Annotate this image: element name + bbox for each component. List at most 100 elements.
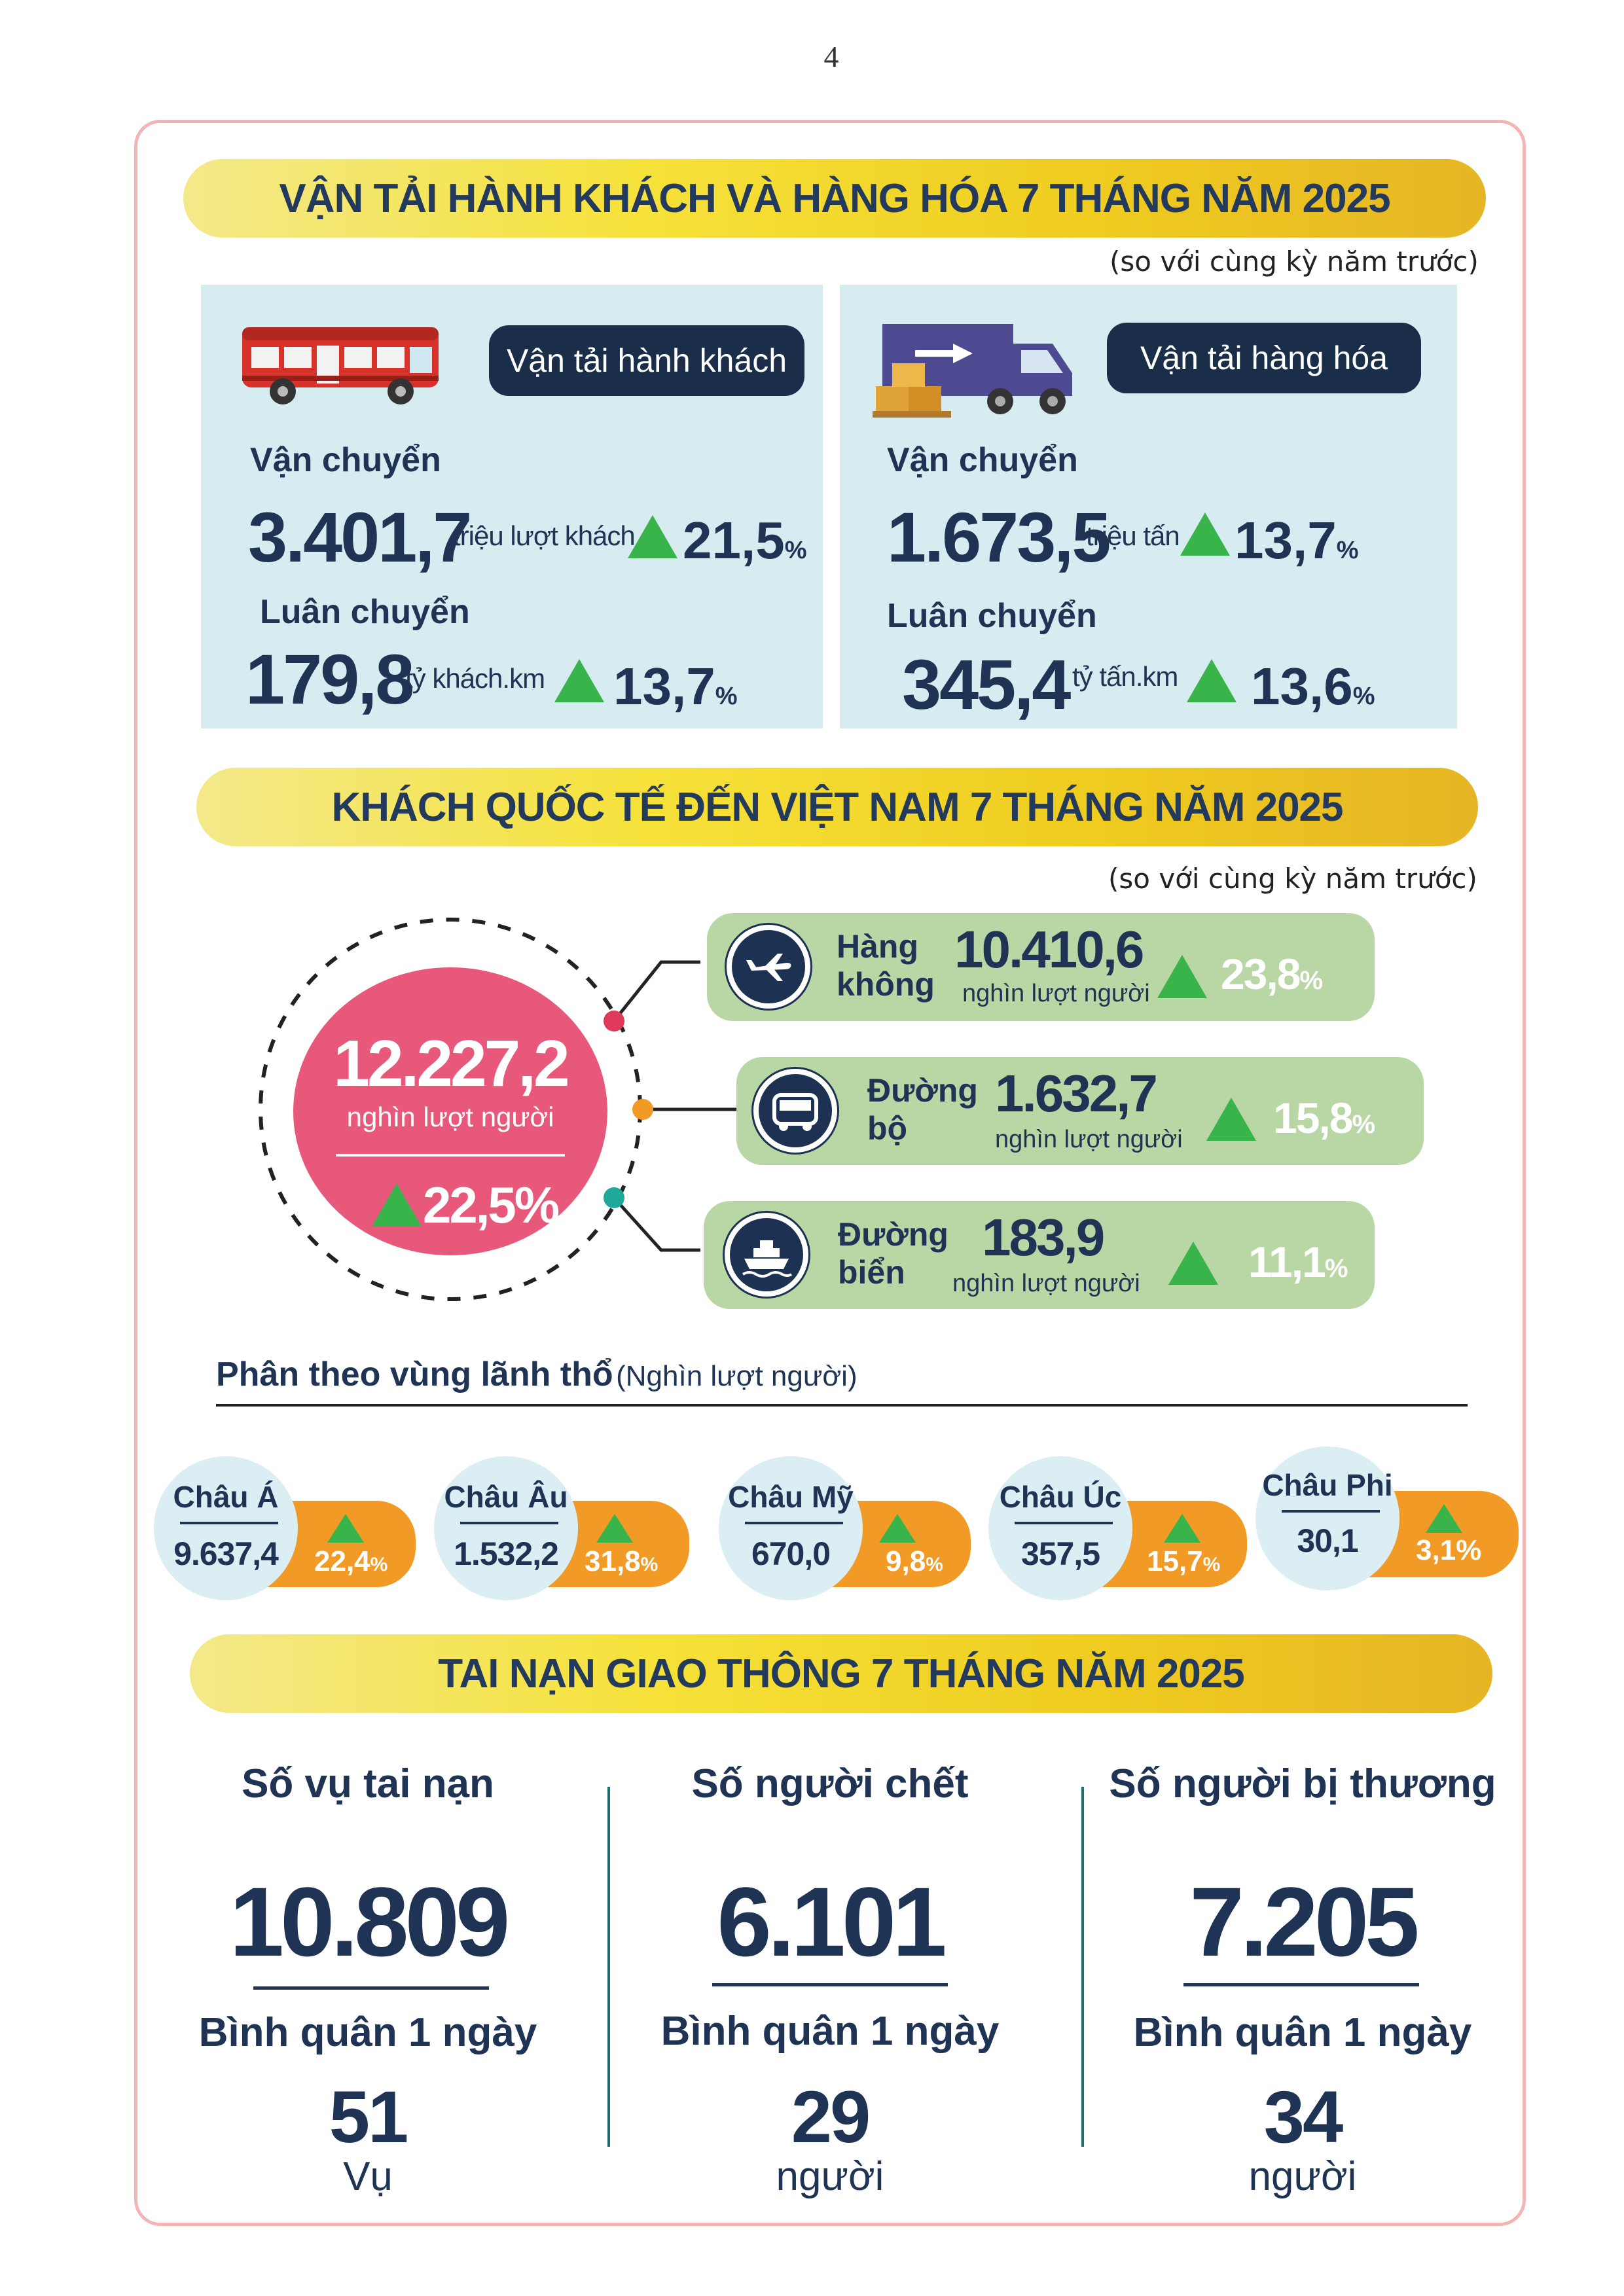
region-divider: [1015, 1522, 1113, 1524]
road-mode-value: 1.632,7: [995, 1064, 1158, 1122]
region-pct: 3,1%: [1416, 1534, 1482, 1566]
region-pct: 22,4%: [314, 1545, 388, 1577]
accident-avg-unit: người: [1248, 2154, 1357, 2199]
visitors-banner: KHÁCH QUỐC TẾ ĐẾN VIỆT NAM 7 THÁNG NĂM 2…: [196, 768, 1478, 846]
road-mode-up-icon: [1206, 1098, 1256, 1141]
transport-comparison-note: (so với cùng kỳ năm trước): [1110, 245, 1479, 278]
region-item: 31,8% Châu Âu 1.532,2: [434, 1450, 696, 1607]
region-item: 22,4% Châu Á 9.637,4: [154, 1450, 416, 1607]
cargo-title: Vận tải hàng hóa: [1140, 340, 1388, 376]
air-mode-unit: nghìn lượt người: [962, 980, 1150, 1007]
region-value: 670,0: [751, 1535, 831, 1572]
region-value: 1.532,2: [454, 1535, 559, 1572]
region-value: 9.637,4: [173, 1535, 279, 1572]
accident-value: 7.205: [1189, 1867, 1419, 1977]
region-divider: [180, 1522, 278, 1524]
truck-icon: [869, 311, 1085, 432]
region-circle: Châu Á 9.637,4: [154, 1456, 298, 1600]
cargo-carry-up-icon: [1180, 512, 1230, 556]
cargo-rotate-label: Luân chuyển: [887, 597, 1097, 635]
road-mode-pct: 15,8%: [1273, 1094, 1375, 1142]
sea-mode-card: Đường biển 183,9 nghìn lượt người 11,1%: [704, 1201, 1375, 1309]
sea-mode-unit: nghìn lượt người: [952, 1270, 1140, 1297]
accident-title: Số người bị thương: [1109, 1761, 1496, 1806]
region-value: 30,1: [1297, 1522, 1358, 1559]
passenger-rotate-label: Luân chuyển: [260, 593, 470, 631]
air-mode-label: Hàng không: [837, 928, 935, 1003]
region-divider: [1282, 1510, 1380, 1513]
cargo-rotate-value: 345,4: [902, 645, 1071, 724]
road-mode-unit: nghìn lượt người: [995, 1126, 1183, 1153]
accidents-banner: TAI NẠN GIAO THÔNG 7 THÁNG NĂM 2025: [190, 1634, 1492, 1713]
cargo-carry-unit: triệu tấn: [1086, 520, 1180, 551]
accident-avg-label: Bình quân 1 ngày: [1133, 2010, 1472, 2055]
sea-mode-up-icon: [1168, 1242, 1218, 1285]
road-mode-card: Đường bộ 1.632,7 nghìn lượt người 15,8%: [736, 1057, 1424, 1165]
road-mode-label: Đường bộ: [867, 1072, 978, 1147]
cargo-carry-label: Vận chuyển: [887, 441, 1078, 479]
region-circle: Châu Âu 1.532,2: [434, 1456, 578, 1600]
region-up-icon: [879, 1514, 916, 1543]
page-frame: [134, 120, 1526, 2226]
air-mode-card: Hàng không 10.410,6 nghìn lượt người 23,8…: [707, 913, 1375, 1021]
air-mode-value: 10.410,6: [954, 920, 1144, 978]
accident-avg-label: Bình quân 1 ngày: [660, 2009, 1000, 2054]
bus-icon: [237, 321, 446, 416]
passenger-carry-label: Vận chuyển: [250, 441, 441, 479]
passenger-carry-pct: 21,5%: [683, 511, 807, 569]
visitors-connector-diagram: [259, 918, 740, 1301]
passenger-carry-value: 3.401,7: [248, 497, 472, 577]
region-item: 9,8% Châu Mỹ 670,0: [719, 1450, 981, 1607]
region-name: Châu Âu: [444, 1480, 568, 1514]
accidents-divider: [607, 1787, 610, 2147]
region-name: Châu Phi: [1262, 1468, 1393, 1502]
region-circle: Châu Mỹ 670,0: [719, 1456, 863, 1600]
region-pct: 9,8%: [886, 1545, 943, 1577]
airplane-icon: [727, 925, 810, 1009]
air-mode-pct: 23,8%: [1221, 950, 1323, 998]
accident-avg-value: 51: [329, 2076, 409, 2158]
passenger-carry-unit: triệu lượt khách: [453, 520, 636, 551]
accident-value-underline: [712, 1983, 948, 1986]
accident-avg-unit: Vụ: [343, 2154, 393, 2199]
accident-avg-value: 29: [791, 2076, 871, 2158]
accidents-divider: [1081, 1787, 1084, 2147]
accident-avg-value: 34: [1263, 2076, 1344, 2158]
accident-value-underline: [1183, 1983, 1419, 1986]
region-pct: 15,7%: [1147, 1545, 1221, 1577]
sea-mode-value: 183,9: [982, 1208, 1105, 1266]
cargo-panel: Vận tải hàng hóa Vận chuyển 1.673,5 triệ…: [840, 285, 1457, 728]
region-up-icon: [596, 1514, 633, 1543]
passenger-rotate-pct: 13,7%: [613, 657, 738, 715]
sea-mode-label: Đường biển: [838, 1216, 948, 1291]
region-name: Châu Úc: [999, 1480, 1122, 1514]
region-pct: 31,8%: [585, 1545, 659, 1577]
passenger-panel: Vận tải hành khách Vận chuyển 3.401,7 tr…: [201, 285, 823, 728]
accident-avg-unit: người: [776, 2154, 884, 2199]
accident-value-underline: [253, 1986, 489, 1990]
passenger-rotate-up-icon: [554, 659, 604, 702]
passenger-title-pill: Vận tải hành khách: [489, 325, 804, 396]
sea-mode-pct: 11,1%: [1248, 1238, 1348, 1286]
passenger-rotate-unit: tỷ khách.km: [405, 663, 545, 694]
passenger-rotate-value: 179,8: [245, 639, 414, 719]
air-mode-up-icon: [1157, 955, 1207, 998]
transport-banner: VẬN TẢI HÀNH KHÁCH VÀ HÀNG HÓA 7 THÁNG N…: [183, 159, 1486, 238]
region-item: 3,1% Châu Phi 30,1: [1255, 1440, 1530, 1597]
region-circle: Châu Úc 357,5: [988, 1456, 1132, 1600]
region-item: 15,7% Châu Úc 357,5: [988, 1450, 1250, 1607]
cargo-carry-pct: 13,7%: [1235, 511, 1359, 569]
region-value: 357,5: [1020, 1535, 1100, 1572]
ship-icon: [725, 1213, 808, 1297]
visitors-total-up-icon: [372, 1183, 422, 1227]
passenger-carry-up-icon: [628, 515, 677, 558]
region-up-icon: [1426, 1504, 1462, 1533]
regions-heading-unit: (Nghìn lượt người): [616, 1360, 857, 1392]
region-up-icon: [327, 1514, 364, 1543]
accident-value: 6.101: [717, 1867, 947, 1977]
region-circle: Châu Phi 30,1: [1255, 1446, 1399, 1590]
region-divider: [745, 1522, 843, 1524]
region-name: Châu Á: [173, 1480, 279, 1514]
bus-icon: [753, 1069, 837, 1153]
visitors-total-pct: 22,5%: [423, 1176, 560, 1234]
